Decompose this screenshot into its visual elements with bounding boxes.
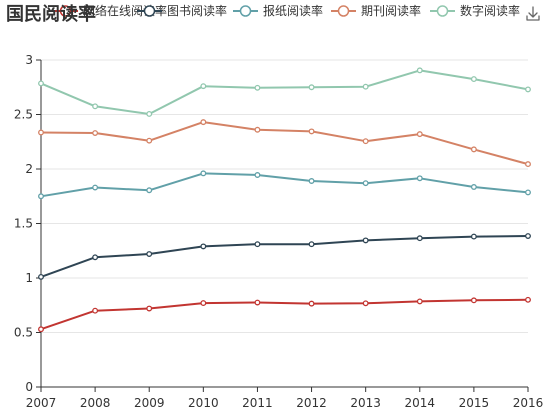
legend-label: 图书阅读率 — [167, 3, 227, 18]
legend-item-1[interactable]: 图书阅读率 — [137, 3, 227, 18]
x-tick-label: 2015 — [459, 396, 490, 410]
data-point[interactable] — [146, 305, 153, 312]
x-tick-label: 2016 — [513, 396, 544, 410]
chart-title: 国民阅读率 — [6, 3, 96, 25]
data-point[interactable] — [146, 187, 153, 194]
x-tick-label: 2011 — [242, 396, 273, 410]
data-point[interactable] — [38, 193, 44, 200]
data-point[interactable] — [525, 189, 531, 196]
data-point[interactable] — [362, 83, 369, 90]
series-1 — [38, 233, 531, 280]
data-point[interactable] — [525, 86, 531, 93]
data-point[interactable] — [200, 243, 207, 250]
legend-swatch-marker — [239, 5, 252, 17]
legend-swatch-marker — [59, 5, 72, 17]
data-point[interactable] — [308, 84, 315, 91]
data-point[interactable] — [146, 111, 153, 117]
y-tick-label: 1.5 — [14, 217, 33, 231]
data-point[interactable] — [470, 233, 477, 240]
legend-swatch-marker — [143, 5, 156, 17]
series-3 — [38, 119, 531, 168]
y-tick-label: 2.5 — [14, 108, 33, 122]
legend-label: 期刊阅读率 — [361, 3, 421, 18]
legend-item-2[interactable]: 报纸阅读率 — [233, 3, 323, 18]
data-point[interactable] — [38, 326, 44, 333]
legend-item-4[interactable]: 数字阅读率 — [430, 3, 520, 18]
x-tick-label: 2007 — [26, 396, 57, 410]
data-point[interactable] — [254, 126, 261, 133]
data-point[interactable] — [362, 300, 369, 307]
data-point[interactable] — [200, 83, 207, 90]
data-point[interactable] — [92, 130, 99, 136]
data-point[interactable] — [254, 172, 261, 178]
data-point[interactable] — [254, 299, 261, 306]
data-point[interactable] — [254, 84, 261, 91]
data-point[interactable] — [308, 300, 315, 307]
data-point[interactable] — [146, 251, 153, 257]
data-point[interactable] — [362, 237, 369, 244]
series-line — [40, 69, 529, 115]
data-point[interactable] — [525, 161, 531, 168]
legend-label: 报纸阅读率 — [263, 3, 323, 18]
data-point[interactable] — [200, 170, 207, 177]
data-point[interactable] — [38, 80, 44, 87]
data-point[interactable] — [308, 241, 315, 248]
y-tick-label: 3 — [25, 53, 33, 67]
y-tick-label: 0.5 — [14, 326, 33, 340]
data-point[interactable] — [416, 67, 423, 74]
data-point[interactable] — [200, 119, 207, 126]
series-line — [40, 298, 529, 331]
data-point[interactable] — [92, 184, 99, 191]
legend-label: 数字阅读率 — [460, 3, 520, 18]
legend-item-3[interactable]: 期刊阅读率 — [331, 3, 421, 18]
data-point[interactable] — [416, 131, 423, 138]
legend-swatch-marker — [436, 5, 449, 17]
data-point[interactable] — [308, 178, 315, 184]
axes: 0 0.5 1 1.5 2 2.5 3 2007 2008 2009 2010 2011 2012 201… — [14, 53, 543, 410]
x-tick-label: 2010 — [188, 396, 219, 410]
data-point[interactable] — [525, 296, 531, 303]
data-point[interactable] — [362, 180, 369, 187]
download-icon[interactable] — [523, 3, 543, 25]
series-line — [40, 172, 529, 198]
data-point[interactable] — [38, 129, 44, 136]
data-point[interactable] — [92, 254, 99, 261]
data-point[interactable] — [308, 128, 315, 135]
grid-lines — [41, 59, 528, 333]
series-0 — [38, 296, 531, 333]
data-point[interactable] — [470, 76, 477, 83]
data-point[interactable] — [416, 298, 423, 305]
data-point[interactable] — [38, 273, 44, 280]
x-tick-label: 2012 — [296, 396, 327, 410]
series-2 — [38, 170, 531, 200]
series-line — [40, 235, 529, 278]
data-point[interactable] — [92, 103, 99, 110]
x-tick-label: 2008 — [80, 396, 111, 410]
y-tick-label: 1 — [25, 271, 33, 285]
data-point[interactable] — [92, 307, 99, 314]
data-point[interactable] — [470, 184, 477, 190]
data-point[interactable] — [525, 233, 531, 239]
data-point[interactable] — [254, 241, 261, 248]
series-lines — [38, 67, 531, 333]
data-point[interactable] — [146, 137, 153, 144]
data-point[interactable] — [470, 297, 477, 304]
y-tick-label: 2 — [25, 162, 33, 176]
x-tick-label: 2014 — [405, 396, 436, 410]
y-tick-label: 0 — [25, 380, 33, 394]
data-point[interactable] — [200, 300, 207, 307]
x-tick-label: 2009 — [134, 396, 165, 410]
legend[interactable]: 网络在线阅读率 图书阅读率 报纸阅读率 期刊阅读率 数字阅读率 — [53, 3, 520, 18]
legend-swatch-marker — [337, 5, 350, 17]
x-tick-label: 2013 — [350, 396, 381, 410]
series-4 — [38, 67, 531, 117]
data-point[interactable] — [470, 146, 477, 153]
data-point[interactable] — [416, 235, 423, 242]
series-line — [40, 121, 529, 166]
data-point[interactable] — [416, 175, 423, 182]
data-point[interactable] — [362, 138, 369, 145]
